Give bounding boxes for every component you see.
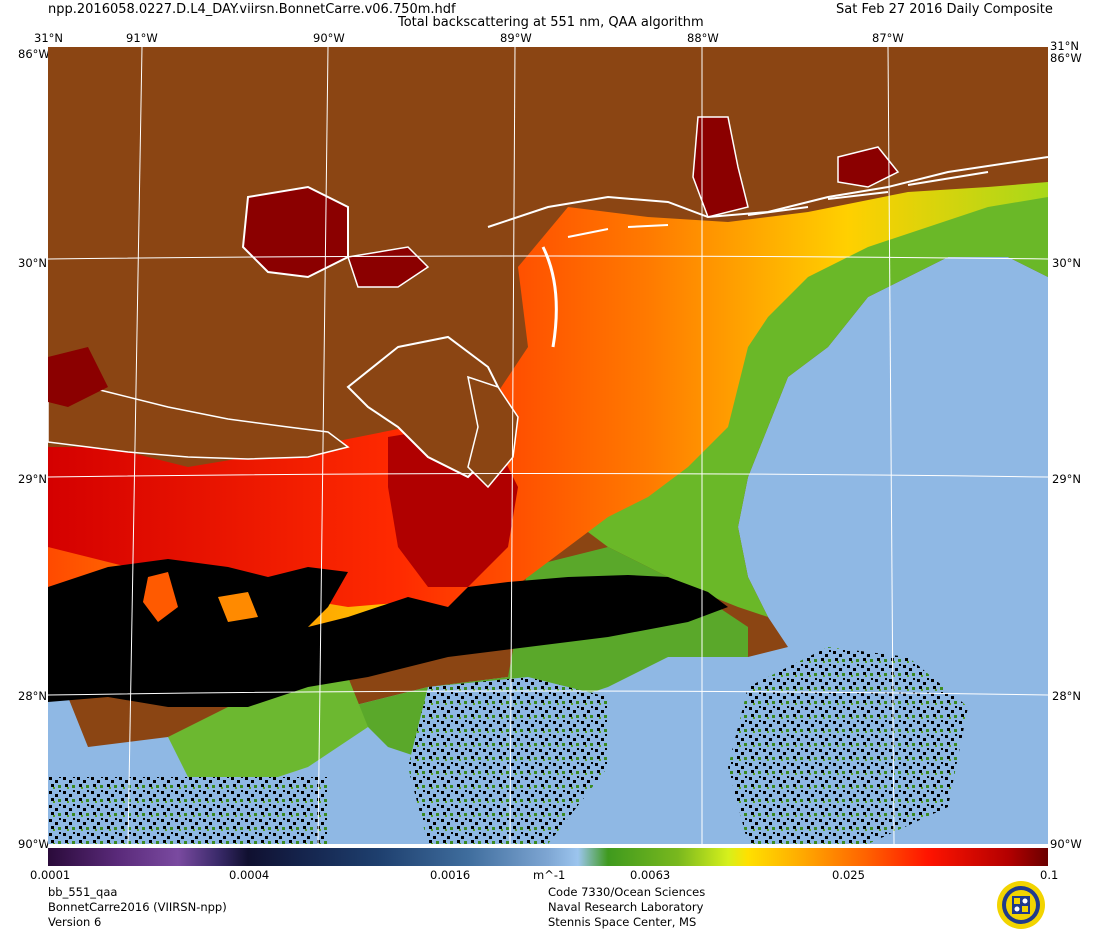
lake-borgne [347, 246, 430, 288]
lon-label-89w: 89°W [500, 31, 532, 45]
lon-label-90w: 90°W [313, 31, 345, 45]
corner-label-top-right: 31°N [1050, 39, 1079, 53]
colorbar [48, 848, 1048, 866]
lat-label-29n-right: 29°N [1052, 472, 1081, 486]
lon-label-91w: 91°W [126, 31, 158, 45]
corner-label-86w-left: 86°W [18, 47, 50, 61]
colorbar-tick-4: 0.025 [832, 868, 865, 882]
meridian-87w [887, 47, 895, 844]
lake-pontchartrain [241, 185, 349, 279]
parallel-29n [48, 473, 1048, 478]
orange-cloud-fleck [143, 572, 178, 622]
colorbar-tick-3: 0.0063 [630, 868, 671, 882]
noise-area-bottom-center [408, 677, 608, 844]
file-name: npp.2016058.0227.D.L4_DAY.viirsn.BonnetC… [48, 2, 456, 17]
southwest-coast [48, 376, 350, 460]
lat-label-28n-right: 28°N [1052, 689, 1081, 703]
delta-land [346, 335, 510, 479]
nrl-seal-icon [997, 881, 1045, 929]
lon-label-88w: 88°W [687, 31, 719, 45]
lon-label-87w: 87°W [872, 31, 904, 45]
mobile-bay [692, 116, 749, 218]
birdfoot-delta [467, 375, 519, 489]
colorbar-tick-2: 0.0016 [430, 868, 471, 882]
colorbar-tick-1: 0.0004 [229, 868, 270, 882]
corner-label-90w-left: 90°W [18, 837, 50, 851]
graticule [48, 47, 1048, 844]
cloud-mask-band [48, 559, 728, 707]
product-name: bb_551_qaa [48, 885, 118, 899]
map-title: Total backscattering at 551 nm, QAA algo… [398, 15, 704, 30]
corner-label-90w-right: 90°W [1050, 837, 1082, 851]
meridian-90w [317, 47, 329, 844]
dataset-name: BonnetCarre2016 (VIIRSN-npp) [48, 900, 227, 914]
corner-label-86w-right: 86°W [1050, 51, 1082, 65]
org-location: Stennis Space Center, MS [548, 915, 697, 929]
corner-label-top-left: 31°N [34, 31, 63, 45]
colorbar-unit: m^-1 [533, 868, 566, 882]
green-water-band [568, 182, 1048, 617]
green-west-lobe [168, 667, 368, 787]
pensacola-bay [837, 146, 900, 188]
cloud-mask-west [48, 602, 88, 697]
orange-cloud-fleck-2 [218, 592, 258, 622]
parallel-28n [48, 690, 1048, 696]
version-label: Version 6 [48, 915, 102, 929]
parallel-30n [48, 255, 1048, 260]
barrier-islands [567, 171, 989, 238]
lat-label-30n-left: 30°N [18, 256, 47, 270]
composite-date: Sat Feb 27 2016 Daily Composite [836, 2, 1053, 17]
meridian-91w [127, 47, 143, 844]
colorbar-tick-5: 0.1 [1040, 868, 1059, 882]
coastline-main [487, 156, 1048, 228]
org-code: Code 7330/Ocean Sciences [548, 885, 706, 899]
meridian-89w [509, 47, 516, 844]
lat-label-29n-left: 29°N [18, 472, 47, 486]
org-name: Naval Research Laboratory [548, 900, 704, 914]
colorbar-tick-0: 0.0001 [30, 868, 71, 882]
coast-marsh-west [48, 347, 108, 407]
backscatter-map[interactable] [48, 47, 1048, 844]
lat-label-28n-left: 28°N [18, 689, 47, 703]
map-image [48, 116, 1048, 844]
lat-label-30n-right: 30°N [1052, 256, 1081, 270]
noise-area-bottom-right [728, 647, 968, 844]
noise-area-bottom-left [48, 777, 328, 844]
sediment-plume [48, 182, 1048, 627]
